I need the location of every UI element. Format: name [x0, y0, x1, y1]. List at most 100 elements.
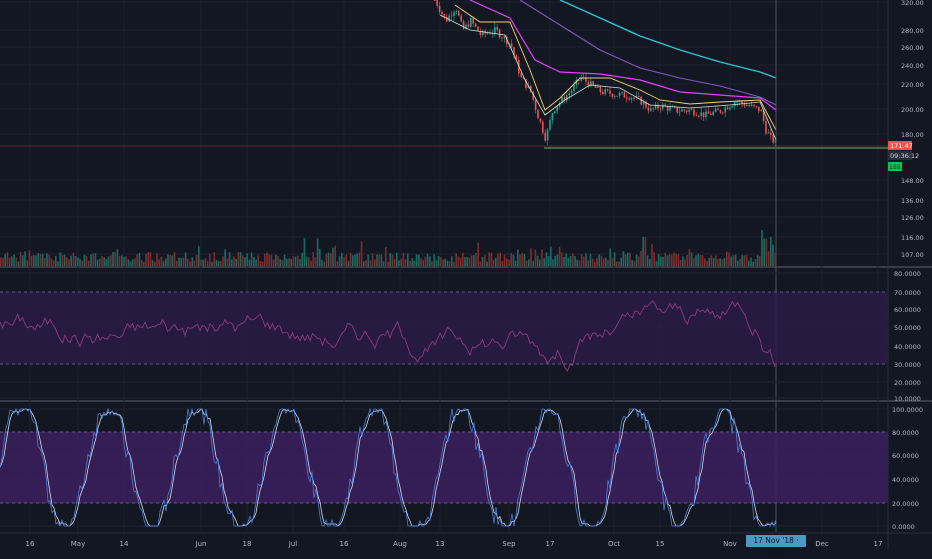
volume-bar: [158, 259, 160, 266]
volume-bar: [66, 257, 68, 266]
volume-bar: [70, 255, 72, 266]
candle-body: [753, 104, 755, 107]
volume-bar: [387, 261, 389, 266]
volume-bar: [270, 254, 273, 266]
candle-body: [722, 112, 724, 114]
volume-bar: [250, 252, 253, 266]
candle-body: [530, 85, 532, 92]
volume-bar: [330, 253, 332, 266]
volume-bar: [116, 249, 119, 266]
volume-bar: [33, 254, 35, 266]
volume-bar: [404, 259, 407, 266]
volume-bar: [536, 255, 539, 266]
volume-bar: [734, 254, 737, 266]
candle-body: [592, 81, 594, 86]
volume-bar: [710, 255, 713, 266]
volume-bar: [532, 261, 534, 266]
volume-bar: [378, 254, 380, 266]
volume-bar: [759, 256, 761, 266]
volume-bar: [737, 260, 739, 266]
volume-bar: [765, 238, 768, 266]
volume-bar: [453, 261, 455, 266]
volume-bar: [319, 248, 321, 266]
volume-bar: [312, 252, 314, 266]
candle-body: [542, 121, 544, 133]
volume-bar: [121, 255, 123, 266]
volume-bar: [294, 256, 297, 266]
volume-bar: [88, 260, 90, 266]
volume-bar: [550, 246, 552, 266]
volume-bar: [712, 258, 715, 266]
candle-body: [462, 21, 465, 29]
x-axis-tick-label: 14: [120, 540, 129, 548]
volume-bar: [574, 255, 576, 266]
price-axis-tick-label: 116.00: [901, 234, 924, 242]
volume-bar: [266, 252, 268, 266]
volume-bar: [649, 258, 651, 266]
volume-bar: [591, 258, 594, 266]
volume-bar: [15, 257, 17, 266]
volume-bar: [429, 256, 431, 266]
candle-body: [618, 93, 621, 96]
candle-body: [652, 108, 654, 110]
volume-bar: [763, 238, 765, 266]
volume-bar: [563, 256, 565, 266]
price-axis-tick-label: 107.00: [901, 251, 924, 259]
volume-bar: [774, 252, 776, 266]
volume-bar: [363, 261, 365, 266]
volume-bar: [475, 253, 477, 266]
candle-body: [683, 109, 686, 111]
volume-bar: [41, 253, 44, 266]
volume-bar: [211, 261, 213, 266]
volume-bar: [653, 252, 655, 266]
candle-body: [558, 102, 561, 107]
candle-body: [501, 37, 503, 39]
volume-bar: [160, 256, 163, 266]
volume-bar: [286, 258, 288, 266]
candle-body: [710, 113, 712, 116]
volume-bar: [17, 261, 20, 266]
candle-body: [570, 91, 573, 94]
volume-bar: [543, 258, 545, 266]
volume-bar: [327, 252, 330, 266]
price-axis-tick-label: 220.00: [901, 81, 924, 89]
candle-body: [628, 98, 630, 100]
volume-bar: [756, 255, 759, 266]
volume-bar: [182, 257, 185, 266]
candle-body: [748, 105, 750, 107]
candle-body: [695, 115, 698, 117]
candle-body: [563, 96, 566, 101]
volume-bar: [622, 251, 625, 266]
candle-body: [770, 132, 772, 136]
x-axis-tick-label: 18: [243, 540, 252, 548]
candle-body: [470, 17, 472, 27]
candle-body: [575, 79, 578, 85]
volume-bar: [435, 260, 438, 266]
volume-bar: [525, 260, 528, 266]
candle-body: [731, 106, 734, 108]
volume-bar: [79, 258, 81, 266]
candle-body: [522, 76, 525, 79]
volume-bar: [462, 252, 464, 266]
volume-bar: [279, 259, 281, 266]
volume-bar: [519, 254, 521, 266]
volume-bar: [288, 258, 290, 266]
candle-body: [712, 111, 714, 116]
candle-body: [551, 113, 554, 121]
volume-bar: [521, 253, 523, 266]
volume-bar: [68, 259, 70, 266]
volume-bar: [534, 249, 537, 266]
volume-bar: [264, 253, 266, 266]
candle-body: [455, 11, 458, 13]
volume-bar: [697, 253, 699, 266]
volume-bar: [644, 237, 647, 266]
volume-bar: [721, 259, 724, 266]
crosshair-date-label: 17 Nov '18 · 00:00: [746, 535, 806, 557]
volume-bar: [466, 256, 468, 266]
candle-body: [767, 132, 770, 134]
rsi-band: [0, 292, 888, 364]
x-axis-tick-label: 16: [26, 540, 35, 548]
volume-bar: [154, 261, 156, 266]
